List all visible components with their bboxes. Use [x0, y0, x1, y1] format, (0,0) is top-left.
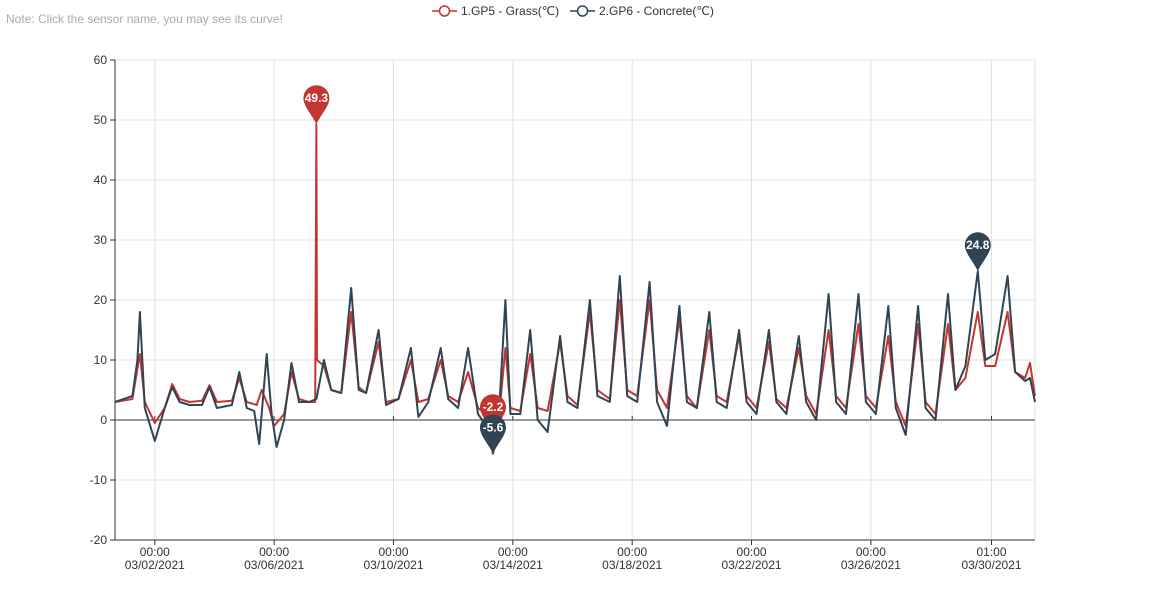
y-tick-label: 10	[94, 353, 108, 367]
marker-label: 24.8	[966, 238, 990, 252]
y-tick-label: 20	[94, 293, 108, 307]
marker-pin-2: -5.6	[479, 414, 506, 454]
x-tick-label-date: 03/10/2021	[363, 558, 423, 572]
marker-pin-2: 24.8	[964, 232, 991, 272]
chart-legend: 1.GP5 - Grass(℃) 2.GP6 - Concrete(℃)	[0, 2, 1150, 22]
y-tick-label: -20	[90, 533, 108, 547]
series-line-1	[114, 123, 1036, 427]
marker-label: -2.2	[483, 400, 504, 414]
legend-item-concrete[interactable]: 2.GP6 - Concrete(℃)	[570, 4, 714, 18]
x-tick-label-time: 00:00	[737, 545, 767, 559]
marker-label: 49.3	[305, 91, 329, 105]
x-tick-label-time: 00:00	[498, 545, 528, 559]
legend-label: 1.GP5 - Grass(℃)	[461, 4, 560, 18]
legend-label: 2.GP6 - Concrete(℃)	[599, 4, 714, 18]
marker-pin-shape	[479, 414, 506, 454]
marker-pin-shape	[964, 232, 991, 272]
series-line-2	[114, 270, 1036, 455]
y-tick-label: 60	[94, 53, 108, 67]
x-tick-label-date: 03/18/2021	[602, 558, 662, 572]
legend-item-grass[interactable]: 1.GP5 - Grass(℃)	[432, 4, 559, 18]
x-tick-label-time: 00:00	[856, 545, 886, 559]
x-tick-label-time: 00:00	[259, 545, 289, 559]
x-tick-label-time: 00:00	[140, 545, 170, 559]
x-tick-label-time: 01:00	[976, 545, 1006, 559]
y-tick-label: 0	[100, 413, 107, 427]
x-tick-label-time: 00:00	[617, 545, 647, 559]
x-tick-label-date: 03/02/2021	[125, 558, 185, 572]
y-tick-label: -10	[90, 473, 108, 487]
y-tick-label: 40	[94, 173, 108, 187]
marker-pin-1: -2.2	[479, 394, 506, 434]
legend-marker-circle-icon	[432, 5, 457, 17]
x-tick-label-date: 03/26/2021	[841, 558, 901, 572]
chart-note: Note: Click the sensor name, you may see…	[6, 12, 283, 26]
marker-pin-shape	[479, 394, 506, 434]
marker-label: -5.6	[483, 421, 504, 435]
x-tick-label-date: 03/06/2021	[244, 558, 304, 572]
x-tick-label-date: 03/14/2021	[483, 558, 543, 572]
marker-pin-1: 49.3	[303, 85, 330, 125]
x-tick-label-time: 00:00	[378, 545, 408, 559]
marker-pin-shape	[303, 85, 330, 125]
x-tick-label-date: 03/22/2021	[722, 558, 782, 572]
y-tick-label: 30	[94, 233, 108, 247]
y-tick-label: 50	[94, 113, 108, 127]
x-tick-label-date: 03/30/2021	[961, 558, 1021, 572]
legend-marker-circle-icon	[570, 5, 595, 17]
